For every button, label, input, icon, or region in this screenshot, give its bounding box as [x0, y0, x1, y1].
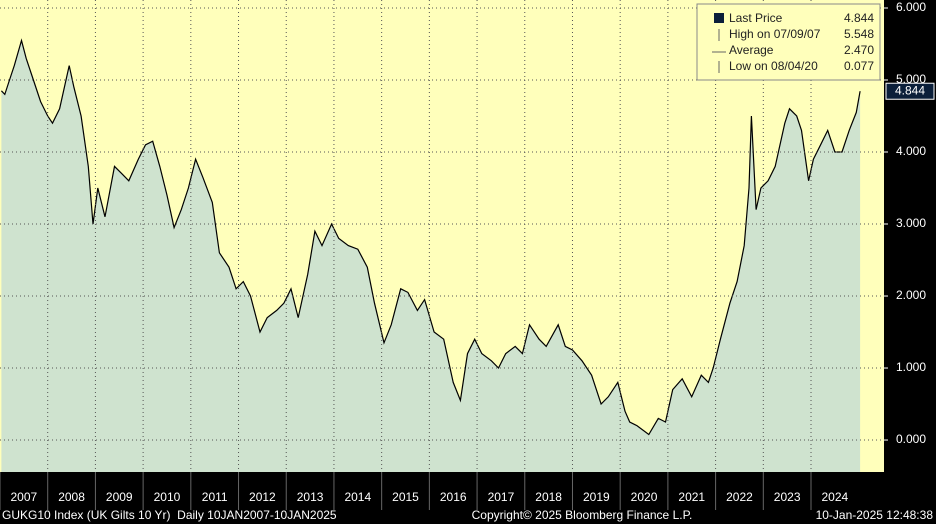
footer-center: Copyright© 2025 Bloomberg Finance L.P. — [472, 508, 693, 522]
x-tick-label: 2024 — [822, 490, 849, 504]
x-tick-label: 2017 — [488, 490, 515, 504]
y-tick-label: 5.000 — [896, 72, 926, 86]
x-tick-label: 2008 — [58, 490, 85, 504]
x-tick-label: 2015 — [392, 490, 419, 504]
legend-value: 4.844 — [844, 11, 874, 25]
y-tick-label: 4.000 — [896, 144, 926, 158]
footer-left: GUKG10 Index (UK Gilts 10 Yr) Daily 10JA… — [2, 508, 337, 522]
x-tick-label: 2016 — [440, 490, 467, 504]
x-tick-label: 2014 — [344, 490, 371, 504]
area — [1, 40, 861, 472]
x-tick-label: 2013 — [297, 490, 324, 504]
x-tick-label: 2007 — [11, 490, 38, 504]
price-line — [0, 38, 861, 436]
x-tick-label: 2021 — [678, 490, 705, 504]
legend-value: 2.470 — [844, 43, 874, 57]
x-tick-label: 2009 — [106, 490, 133, 504]
x-axis-panel — [0, 472, 936, 510]
x-tick-label: 2019 — [583, 490, 610, 504]
legend-label: High on 07/09/07 — [729, 27, 821, 41]
y-tick-label: 6.000 — [896, 0, 926, 14]
y-axis-panel — [884, 0, 936, 472]
legend-value: 0.077 — [844, 59, 874, 73]
y-tick-label: 0.000 — [896, 432, 926, 446]
x-tick-label: 2012 — [249, 490, 276, 504]
y-tick-label: 3.000 — [896, 216, 926, 230]
x-tick-label: 2010 — [154, 490, 181, 504]
x-tick-label: 2020 — [631, 490, 658, 504]
y-tick-label: 2.000 — [896, 288, 926, 302]
x-tick-label: 2023 — [774, 490, 801, 504]
y-tick-label: 1.000 — [896, 360, 926, 374]
legend-box — [696, 3, 881, 81]
footer-right: 10-Jan-2025 12:48:38 — [816, 508, 934, 522]
x-tick-label: 2011 — [202, 490, 228, 504]
legend-label: Low on 08/04/20 — [729, 59, 818, 73]
legend-value: 5.548 — [844, 27, 874, 41]
legend-swatch — [714, 13, 724, 23]
last-price-tag — [885, 82, 935, 100]
legend-label: Last Price — [729, 11, 783, 25]
legend: Last Price 4.844 High on 07/09/07 5.548 Aver… — [696, 3, 881, 81]
legend-label: Average — [729, 43, 774, 57]
last-price-label: 4.844 — [895, 83, 925, 97]
x-tick-label: 2018 — [535, 490, 562, 504]
x-tick-label: 2022 — [726, 490, 753, 504]
